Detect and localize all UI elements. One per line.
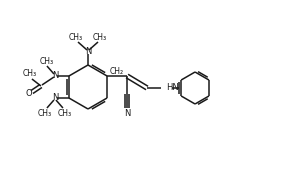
Text: N: N bbox=[85, 47, 91, 56]
Text: CH₃: CH₃ bbox=[58, 109, 72, 118]
Text: N: N bbox=[52, 72, 58, 81]
Text: CH₃: CH₃ bbox=[69, 33, 83, 42]
Text: N: N bbox=[52, 93, 58, 102]
Text: HN: HN bbox=[166, 84, 179, 93]
Text: O: O bbox=[26, 89, 32, 98]
Text: CH₂: CH₂ bbox=[110, 66, 124, 75]
Text: CH₃: CH₃ bbox=[40, 56, 54, 66]
Text: CH₃: CH₃ bbox=[93, 33, 107, 42]
Text: N: N bbox=[124, 109, 130, 118]
Text: CH₃: CH₃ bbox=[23, 70, 37, 79]
Text: CH₃: CH₃ bbox=[38, 109, 52, 118]
